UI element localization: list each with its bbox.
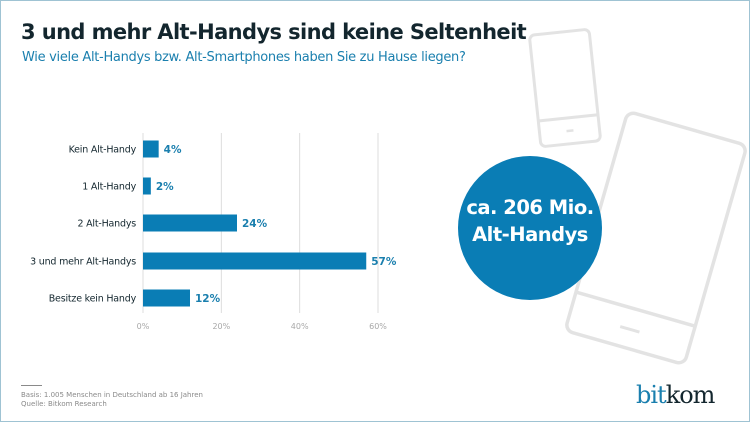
bar	[143, 252, 367, 270]
value-label: 2%	[156, 181, 174, 193]
bar	[143, 140, 159, 158]
chart-title: 3 und mehr Alt-Handys sind keine Seltenh…	[21, 20, 527, 44]
callout-line2: Alt-Handys	[472, 223, 588, 246]
bar	[143, 177, 151, 195]
callout-text: ca. 206 Mio. Alt-Handys	[458, 194, 602, 248]
callout-line1: ca. 206 Mio.	[466, 196, 594, 219]
value-label: 57%	[371, 256, 397, 268]
bar	[143, 214, 237, 232]
value-label: 4%	[164, 144, 182, 156]
smartphone-outline-icon	[528, 28, 602, 148]
x-tick-label: 40%	[291, 322, 309, 331]
footer-source: Quelle: Bitkom Research	[21, 400, 107, 408]
bitkom-logo: bitkom	[636, 381, 715, 409]
category-label: Kein Alt-Handy	[69, 145, 137, 156]
category-label: 2 Alt-Handys	[77, 219, 136, 230]
footer-rule	[21, 385, 42, 386]
callout-circle	[458, 156, 602, 300]
footer-basis: Basis: 1.005 Menschen in Deutschland ab …	[21, 391, 203, 399]
x-tick-label: 60%	[369, 322, 387, 331]
category-label: Besitze kein Handy	[49, 294, 137, 305]
chart-subtitle: Wie viele Alt-Handys bzw. Alt-Smartphone…	[22, 50, 466, 65]
category-label: 1 Alt-Handy	[82, 182, 136, 193]
x-tick-label: 0%	[137, 322, 150, 331]
value-label: 12%	[195, 293, 221, 305]
category-label: 3 und mehr Alt-Handys	[30, 257, 136, 268]
x-tick-label: 20%	[212, 322, 230, 331]
bar	[143, 289, 190, 307]
value-label: 24%	[242, 218, 268, 230]
